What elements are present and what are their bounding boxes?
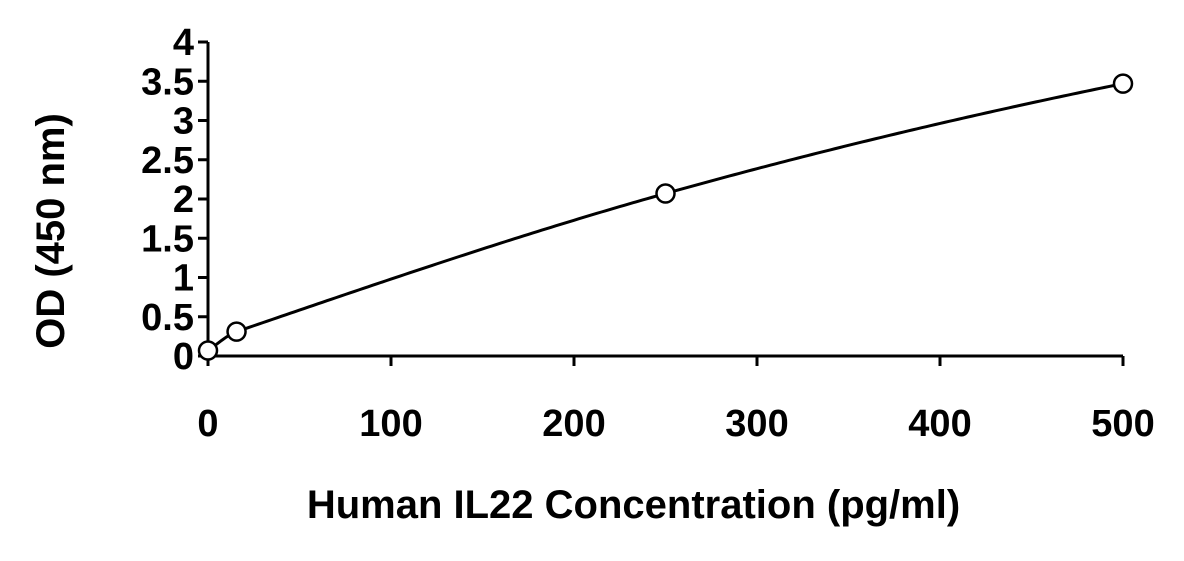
x-tick-label: 100 xyxy=(359,403,422,445)
fitted-curve xyxy=(207,82,1124,352)
y-tick-label: 2.5 xyxy=(141,140,194,182)
y-tick-label: 3 xyxy=(173,101,194,143)
x-tick-label: 0 xyxy=(197,403,218,445)
data-point xyxy=(197,340,219,361)
y-tick-label: 3.5 xyxy=(141,61,194,103)
y-tick-label: 0.5 xyxy=(141,297,194,339)
x-tick-label: 500 xyxy=(1091,403,1154,445)
data-point xyxy=(226,321,247,342)
x-tick-label: 400 xyxy=(908,403,971,445)
y-axis-title: OD (450 nm) xyxy=(29,113,73,349)
y-tick-label: 2 xyxy=(173,179,194,221)
data-point xyxy=(1112,73,1134,94)
data-point xyxy=(655,183,676,204)
x-tick-label: 300 xyxy=(725,403,788,445)
y-tick-label: 1.5 xyxy=(141,218,194,260)
y-tick-label: 0 xyxy=(173,336,194,378)
y-ticks: 00.511.522.533.54 xyxy=(141,22,208,378)
data-points xyxy=(197,73,1134,361)
x-tick-label: 200 xyxy=(542,403,605,445)
y-tick-label: 4 xyxy=(173,22,194,64)
x-axis-title: Human IL22 Concentration (pg/ml) xyxy=(307,483,960,527)
x-ticks: 0 100 200 300 400 500 xyxy=(197,356,1155,445)
y-tick-label: 1 xyxy=(173,258,194,300)
